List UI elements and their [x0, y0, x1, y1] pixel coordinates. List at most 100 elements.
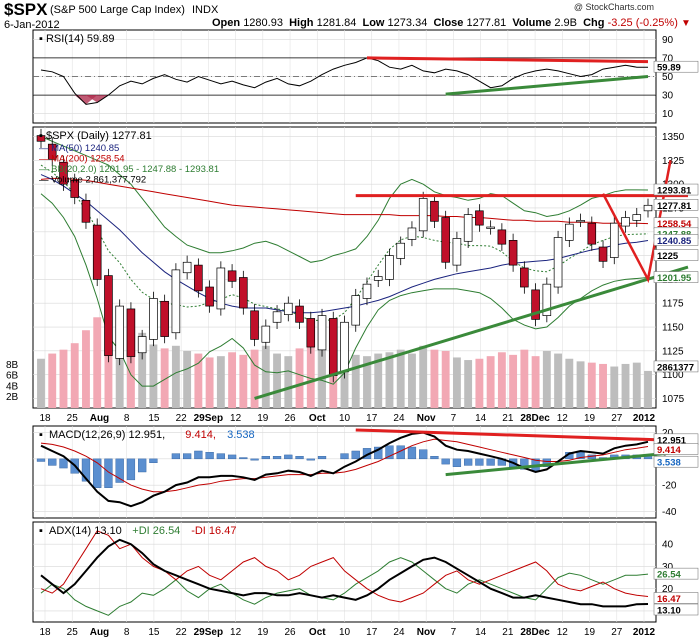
price-legend-item: ▪ $SPX (Daily) 1277.81	[39, 130, 152, 142]
macd-histogram-bar	[374, 446, 383, 460]
macd-histogram-bar	[284, 454, 293, 460]
price-axis-tick-label: 1350	[662, 132, 685, 143]
price-x-tick-label: 27	[611, 413, 623, 424]
header-date: 6-Jan-2012	[4, 19, 60, 31]
macd-histogram-bar	[104, 458, 113, 488]
macd-histogram-bar	[250, 458, 259, 461]
price-x-tick-label: 12	[557, 413, 569, 424]
candle-body	[531, 289, 540, 320]
macd-histogram-bar	[93, 458, 102, 488]
price-axis-tick-label: 1075	[662, 394, 685, 405]
header-name: (S&P 500 Large Cap Index)	[50, 4, 185, 16]
volume-bar	[419, 345, 428, 408]
price-x-tick-label: 28Dec	[520, 413, 550, 424]
price-x-tick-label: 21	[502, 413, 514, 424]
macd-histogram-bar	[48, 458, 57, 466]
macd-histogram-bar	[227, 454, 237, 460]
close-value: 1277.81	[466, 17, 507, 29]
price-x-tick-label: 17	[366, 413, 378, 424]
price-x-tick-label: 10	[339, 413, 351, 424]
volume-tick-label: 6B	[6, 371, 19, 382]
chg-down-icon: ▼	[680, 18, 691, 29]
candle-body	[643, 204, 653, 212]
close-label: Close	[433, 17, 464, 29]
volume-bar	[408, 353, 416, 408]
macd-histogram-bar	[171, 453, 181, 460]
adx-axis-tick-label: 40	[662, 540, 674, 551]
macd-histogram-bar	[115, 458, 124, 483]
macd-histogram-bar	[295, 456, 304, 460]
candle-body	[553, 237, 563, 288]
macd-current-label: 12.951	[657, 435, 687, 446]
volume-bar	[228, 352, 237, 408]
volume-label: Volume	[512, 17, 552, 29]
rsi-trendline	[366, 56, 649, 64]
adx-x-tick-label: 7	[451, 627, 457, 638]
candle-body	[149, 298, 158, 340]
adx-current-label: 16.47	[657, 594, 681, 605]
macd-current-label-box	[653, 443, 699, 455]
adx-axis-tick-label: 20	[662, 584, 674, 595]
price-x-tick-label: Oct	[309, 413, 326, 424]
macd-legend-item: MACD(12,26,9) 12.951,	[49, 429, 165, 441]
price-x-tick-label: 29Sep	[194, 413, 223, 424]
macd-legend-bullet: ▪	[39, 429, 43, 441]
volume-bar	[93, 317, 102, 408]
price-axis-tick-label: 1325	[662, 156, 685, 167]
volume-bar	[306, 340, 315, 408]
macd-histogram-bar	[126, 458, 136, 481]
high-value: 1281.84	[316, 17, 357, 29]
macd-current-label: 3.538	[657, 458, 681, 469]
volume-bar	[385, 352, 394, 408]
macd-histogram-bar	[149, 458, 158, 464]
candle-body	[160, 300, 169, 337]
adx-x-tick-label: 12	[230, 627, 242, 638]
candle-body	[385, 255, 394, 280]
macd-current-label-box	[653, 455, 699, 468]
price-x-tick-label: 8	[124, 413, 130, 424]
price-x-tick-label: 19	[584, 413, 596, 424]
candle-body	[463, 214, 473, 242]
watermark: @ StockCharts.com	[574, 2, 654, 12]
volume-bar	[576, 361, 585, 408]
volume-bar	[183, 350, 192, 408]
candle-body	[216, 267, 226, 310]
price-current-label-box	[653, 199, 699, 211]
macd-histogram-bar	[520, 458, 529, 470]
volume-bar	[250, 349, 259, 408]
macd-line	[40, 431, 649, 508]
rsi-axis-tick-label: 90	[662, 35, 674, 46]
volume-tick-label: 4B	[6, 381, 19, 392]
rsi-axis-tick-label: 30	[662, 91, 674, 102]
adx-x-tick-label: 25	[67, 627, 79, 638]
price-current-label-box	[653, 271, 699, 283]
rsi-axis-tick-label: 50	[662, 72, 674, 83]
volume-bar	[318, 335, 326, 408]
macd-histogram-bar	[81, 458, 91, 482]
price-x-tick-label: 2012	[633, 413, 656, 424]
price-current-label: 1258.54	[657, 219, 692, 230]
adx-current-label-box	[653, 603, 699, 616]
volume-bar	[520, 349, 529, 408]
candle-body	[430, 200, 439, 222]
adx-x-tick-label: Oct	[309, 627, 326, 638]
price-x-tick-label: 18	[39, 413, 51, 424]
volume-tick-label: 8B	[6, 360, 19, 371]
volume-bar	[486, 356, 495, 408]
minus-di-line	[40, 530, 649, 603]
candle-body	[47, 143, 57, 160]
candle-body	[115, 305, 124, 359]
volume-bar	[599, 363, 607, 408]
volume-bar	[610, 366, 619, 408]
adx-x-tick-label: 22	[176, 627, 188, 638]
header-exchange: INDX	[192, 4, 219, 16]
candle-body	[486, 226, 495, 229]
volume-bar	[261, 345, 270, 408]
candle-body	[70, 179, 80, 198]
macd-histogram-bar	[576, 452, 585, 460]
volume-bar	[554, 353, 563, 408]
macd-axis-tick-label: -40	[662, 507, 677, 518]
candle-body	[565, 223, 574, 241]
price-current-label-box	[653, 249, 699, 261]
volume-bar	[126, 319, 135, 408]
